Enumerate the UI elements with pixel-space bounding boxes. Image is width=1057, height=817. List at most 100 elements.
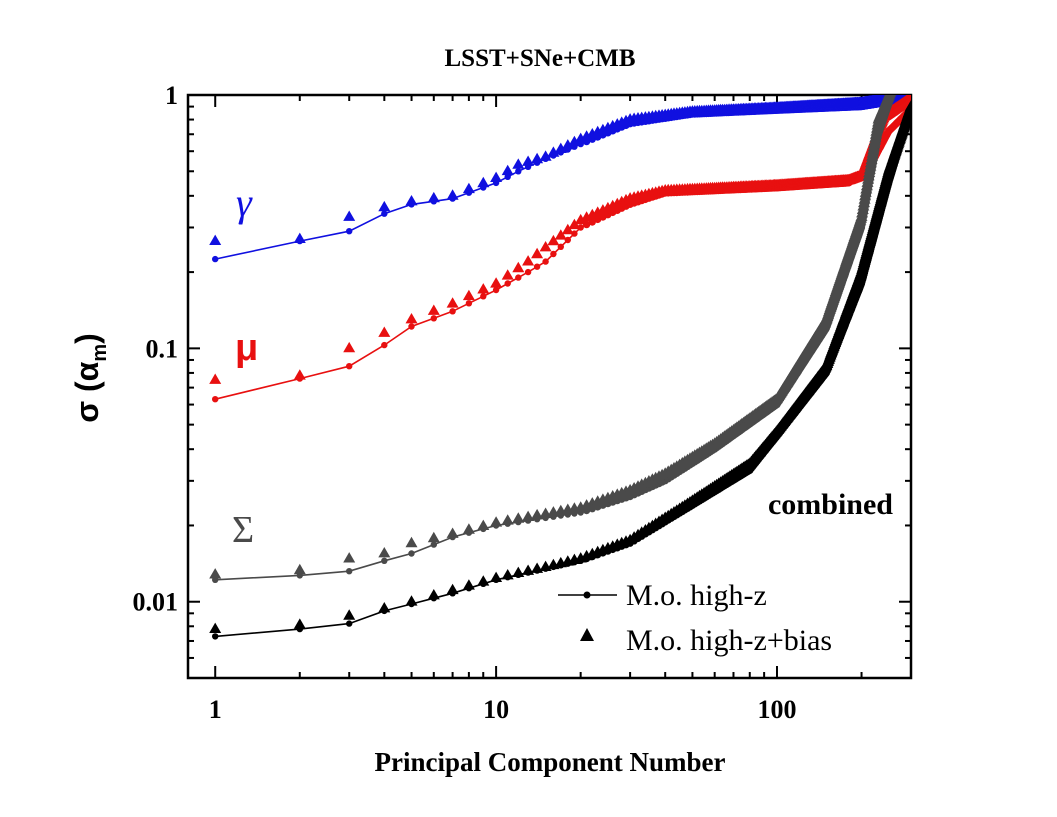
data-point-dot: [408, 323, 415, 330]
x-tick-label: 1: [209, 695, 222, 724]
data-point-dot: [899, 86, 906, 93]
data-point-triangle: [522, 255, 535, 266]
data-point-triangle: [477, 575, 490, 586]
data-point-dot: [515, 168, 522, 175]
data-point-triangle: [405, 536, 418, 548]
data-point-dot: [381, 341, 388, 349]
y-axis-label-subscript: m: [89, 344, 111, 362]
data-point-dot: [904, 86, 911, 93]
data-point-triangle: [554, 229, 567, 240]
data-point-triangle: [892, 78, 904, 88]
data-point-dot: [564, 236, 571, 244]
data-point-triangle: [405, 195, 418, 206]
data-point-triangle: [490, 277, 503, 288]
data-point-triangle: [293, 232, 306, 243]
x-tick-label: 100: [757, 695, 796, 724]
data-point-dot: [524, 268, 532, 276]
data-point-triangle: [462, 579, 475, 590]
y-tick-label: 0.1: [146, 334, 179, 363]
data-point-triangle: [531, 508, 544, 520]
data-point-triangle: [891, 78, 903, 88]
data-point-dot: [899, 86, 906, 93]
data-point-triangle: [501, 569, 514, 580]
data-point-triangle: [501, 164, 514, 176]
data-point-dot: [897, 86, 904, 93]
data-point-triangle: [899, 78, 911, 88]
data-point-dot: [381, 557, 388, 564]
data-point-triangle: [896, 78, 908, 88]
data-point-dot: [898, 86, 905, 93]
data-point-triangle: [293, 618, 306, 629]
data-point-dot: [894, 86, 901, 93]
data-point-triangle: [904, 78, 916, 88]
data-point-triangle: [898, 78, 910, 88]
data-point-triangle: [901, 78, 913, 88]
data-point-dot: [898, 86, 905, 93]
data-point-triangle: [887, 80, 899, 90]
data-point-dot: [907, 86, 914, 93]
y-axis-label-main: σ (α: [69, 361, 105, 422]
data-point-dot: [904, 86, 911, 93]
data-point-dot: [890, 87, 897, 94]
data-point-triangle: [894, 78, 906, 88]
data-point-triangle: [897, 78, 909, 88]
data-point-triangle: [904, 78, 916, 88]
data-point-dot: [895, 86, 902, 93]
data-point-dot: [571, 230, 578, 237]
data-point-dot: [901, 86, 908, 93]
data-point-triangle: [490, 571, 503, 582]
data-point-dot: [381, 210, 388, 217]
legend-triangle-marker: [580, 628, 594, 641]
series-sigma-bias: [209, 78, 917, 579]
data-point-dot: [430, 541, 437, 548]
data-point-triangle: [889, 78, 901, 88]
data-point-dot: [492, 286, 500, 294]
data-point-triangle: [477, 176, 490, 188]
data-point-dot: [897, 86, 904, 93]
data-point-triangle: [889, 78, 901, 88]
data-point-triangle: [405, 313, 418, 324]
data-point-triangle: [898, 78, 910, 88]
data-point-triangle: [378, 326, 391, 337]
data-point-dot: [890, 86, 897, 93]
legend-triangle-label: M.o. high-z+bias: [626, 624, 832, 657]
data-point-dot: [901, 86, 908, 93]
data-point-dot: [346, 363, 353, 370]
data-point-triangle: [890, 78, 902, 88]
data-point-triangle: [886, 82, 898, 92]
series-mu-bias: [209, 95, 911, 384]
data-point-triangle: [890, 78, 902, 88]
data-point-triangle: [884, 95, 897, 96]
data-point-dot: [408, 550, 415, 557]
data-point-triangle: [905, 78, 917, 88]
data-point-dot: [896, 86, 903, 93]
y-axis-label-group: σ (αm): [69, 333, 111, 423]
data-point-dot: [891, 86, 898, 93]
data-point-dot: [905, 86, 912, 93]
data-point-dot: [907, 86, 914, 93]
data-point-triangle: [898, 78, 910, 88]
legend-dot-marker: [583, 591, 591, 599]
data-point-dot: [480, 293, 487, 300]
data-point-triangle: [888, 78, 900, 88]
data-point-triangle: [903, 78, 915, 88]
data-point-triangle: [490, 171, 503, 182]
data-point-dot: [906, 86, 913, 93]
data-point-dot: [893, 86, 900, 93]
data-point-triangle: [446, 583, 459, 595]
data-point-triangle: [896, 78, 908, 88]
chart-title: LSST+SNe+CMB: [444, 45, 635, 72]
data-point-triangle: [522, 564, 535, 575]
data-point-triangle: [547, 234, 560, 246]
data-point-dot: [895, 86, 902, 93]
sigma-annotation: Σ: [232, 509, 254, 551]
data-point-triangle: [539, 150, 552, 161]
data-point-triangle: [446, 189, 459, 200]
combined-annotation: combined: [768, 488, 893, 521]
data-point-triangle: [209, 568, 222, 579]
data-point-triangle: [886, 81, 898, 91]
data-point-triangle: [894, 78, 906, 88]
data-point-dot: [899, 86, 906, 93]
data-point-dot: [346, 568, 353, 575]
